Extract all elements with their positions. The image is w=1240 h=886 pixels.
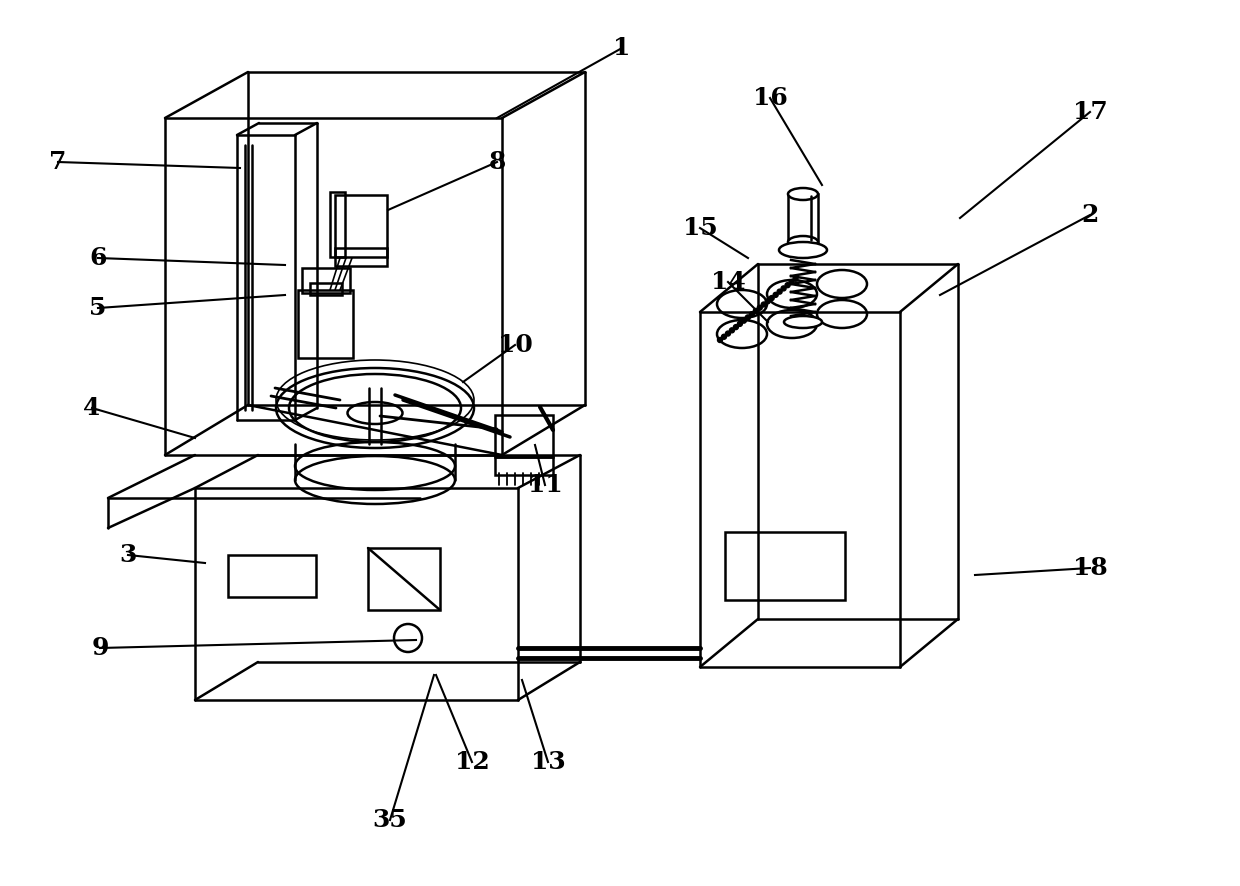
Circle shape [725, 331, 730, 336]
Text: 1: 1 [614, 36, 631, 60]
Ellipse shape [787, 188, 818, 200]
Text: 15: 15 [683, 216, 718, 240]
Text: 13: 13 [531, 750, 565, 774]
Bar [335, 195, 387, 257]
Text: 12: 12 [455, 750, 490, 774]
Bar [368, 548, 440, 610]
Circle shape [794, 276, 799, 281]
Bar [303, 268, 350, 293]
Text: 5: 5 [89, 296, 107, 320]
Text: 6: 6 [89, 246, 107, 270]
Text: 16: 16 [753, 86, 787, 110]
Bar [298, 290, 353, 358]
Bar [228, 555, 316, 597]
Circle shape [785, 283, 790, 288]
Bar [495, 415, 553, 457]
Text: 18: 18 [1073, 556, 1107, 580]
Text: 17: 17 [1073, 100, 1107, 124]
Circle shape [749, 312, 754, 316]
Ellipse shape [784, 316, 822, 328]
Text: 7: 7 [50, 150, 67, 174]
Bar [495, 457, 553, 475]
Circle shape [718, 338, 723, 343]
Bar [330, 192, 345, 257]
Bar [310, 283, 342, 295]
Circle shape [765, 299, 770, 304]
Circle shape [769, 296, 774, 300]
Text: 14: 14 [711, 270, 745, 294]
Text: 9: 9 [92, 636, 109, 660]
Circle shape [777, 289, 782, 294]
Text: 8: 8 [489, 150, 506, 174]
Circle shape [781, 286, 786, 291]
Bar [335, 248, 387, 266]
Bar [787, 194, 818, 242]
Circle shape [722, 334, 727, 339]
Text: 4: 4 [83, 396, 100, 420]
Circle shape [789, 279, 794, 284]
Circle shape [733, 324, 738, 330]
Ellipse shape [779, 242, 827, 258]
Text: 35: 35 [373, 808, 408, 832]
Text: 10: 10 [497, 333, 532, 357]
Bar [725, 532, 844, 600]
Circle shape [774, 292, 779, 298]
Text: 11: 11 [528, 473, 563, 497]
Circle shape [758, 306, 763, 310]
Circle shape [729, 328, 734, 333]
Text: 2: 2 [1081, 203, 1099, 227]
Ellipse shape [787, 236, 818, 248]
Circle shape [742, 318, 746, 323]
Circle shape [753, 308, 759, 314]
Circle shape [745, 315, 750, 320]
Circle shape [738, 322, 743, 326]
Circle shape [761, 302, 766, 307]
Text: 3: 3 [119, 543, 136, 567]
